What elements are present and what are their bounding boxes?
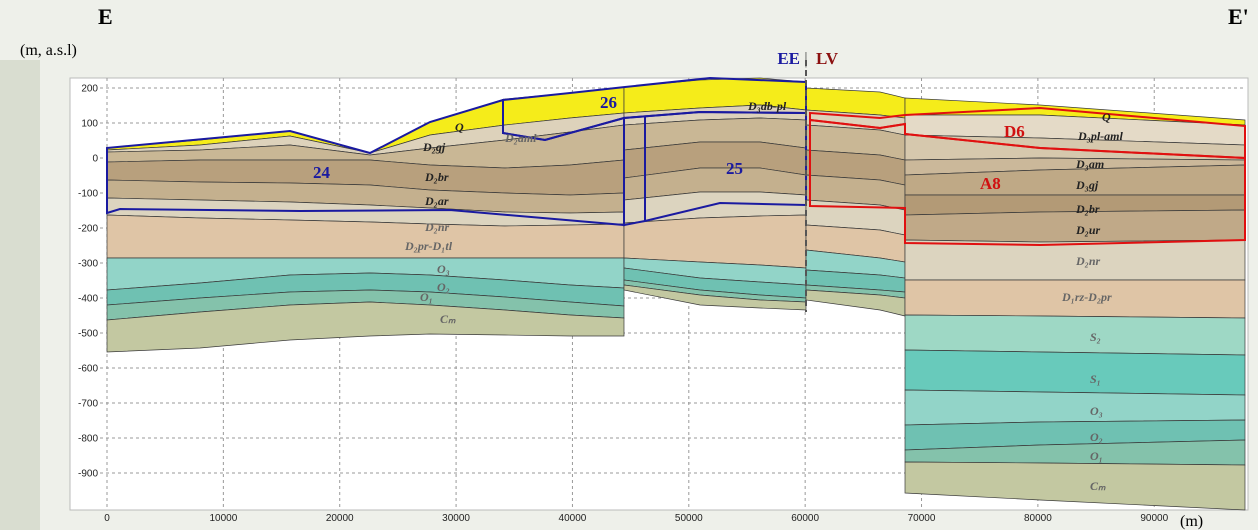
rock-layer xyxy=(106,301,625,353)
x-tick-label: 10000 xyxy=(209,513,237,524)
y-tick-label: -500 xyxy=(78,329,98,340)
x-tick-label: 20000 xyxy=(326,513,354,524)
layer-label: D₂br xyxy=(424,170,449,184)
map-edge xyxy=(0,60,40,530)
y-tick-label: 0 xyxy=(92,154,98,165)
y-unit: (m, a.s.l) xyxy=(20,42,77,59)
layer-label: D₂aml xyxy=(504,131,537,145)
rock-layer xyxy=(904,349,1246,396)
boundary-label: EE xyxy=(777,49,800,68)
layer-label: D₂gj xyxy=(422,140,446,154)
region-label: 24 xyxy=(313,163,331,182)
layer-label: D₃pl-aml xyxy=(1077,129,1124,143)
region-label: 26 xyxy=(600,93,617,112)
layer-label: D₂br xyxy=(1075,202,1100,216)
x-tick-label: 80000 xyxy=(1024,513,1052,524)
y-tick-label: -100 xyxy=(78,189,98,200)
y-tick-label: 100 xyxy=(81,119,98,130)
x-unit: (m) xyxy=(1180,513,1203,530)
y-tick-label: 200 xyxy=(81,84,98,95)
x-tick-label: 40000 xyxy=(559,513,587,524)
layer-label: O₃ xyxy=(437,262,450,276)
y-tick-label: -200 xyxy=(78,224,98,235)
layer-label: Q xyxy=(455,120,464,134)
x-tick-label: 90000 xyxy=(1140,513,1168,524)
outlines xyxy=(106,60,1246,312)
rock-layer xyxy=(904,389,1246,426)
y-tick-label: -700 xyxy=(78,399,98,410)
layer-label: D₂pr-D₁tl xyxy=(404,239,453,253)
section-start: E xyxy=(98,4,113,29)
region-label: 25 xyxy=(726,159,743,178)
layer-label: O₁ xyxy=(420,290,433,304)
layer-label: D₂nr xyxy=(424,220,450,234)
layer-label: O₁ xyxy=(1090,449,1103,463)
layer-label: Cₘ xyxy=(440,312,456,326)
rock-layer xyxy=(904,461,1246,511)
boundary-label: LV xyxy=(816,49,839,68)
layer-label: O₃ xyxy=(1090,404,1103,418)
rock-layer xyxy=(904,209,1246,243)
region-label: A8 xyxy=(980,174,1001,193)
x-tick-label: 0 xyxy=(104,513,110,524)
x-tick-label: 50000 xyxy=(675,513,703,524)
layer-label: D₂ar xyxy=(424,194,449,208)
y-tick-label: -900 xyxy=(78,469,98,480)
layer-label: D₃gj xyxy=(1075,178,1099,192)
layer-label: D₂ur xyxy=(1075,223,1101,237)
region-outline xyxy=(809,118,1246,247)
layer-label: S₁ xyxy=(1090,372,1101,386)
y-tick-label: -600 xyxy=(78,364,98,375)
layer-label: D₂nr xyxy=(1075,254,1101,268)
y-tick-label: -300 xyxy=(78,259,98,270)
layer-label: Cₘ xyxy=(1090,479,1106,493)
x-tick-label: 30000 xyxy=(442,513,470,524)
layer-label: O₂ xyxy=(1090,430,1103,444)
boundary-separator: | xyxy=(804,49,807,68)
layer-label: D₃db-pl xyxy=(747,99,787,113)
y-tick-label: -400 xyxy=(78,294,98,305)
region-label: D6 xyxy=(1004,122,1025,141)
x-tick-label: 60000 xyxy=(791,513,819,524)
layer-label: Q xyxy=(1102,110,1111,124)
rock-layer xyxy=(904,314,1246,356)
layer-label: S₂ xyxy=(1090,330,1101,344)
rock-layer xyxy=(904,239,1246,281)
y-tick-label: -800 xyxy=(78,434,98,445)
layer-label: D₃am xyxy=(1075,157,1104,171)
layer-label: D₁rz-D₂pr xyxy=(1061,290,1112,304)
layer-label: O₂ xyxy=(437,280,450,294)
x-tick-label: 70000 xyxy=(908,513,936,524)
section-end: E' xyxy=(1228,4,1249,29)
